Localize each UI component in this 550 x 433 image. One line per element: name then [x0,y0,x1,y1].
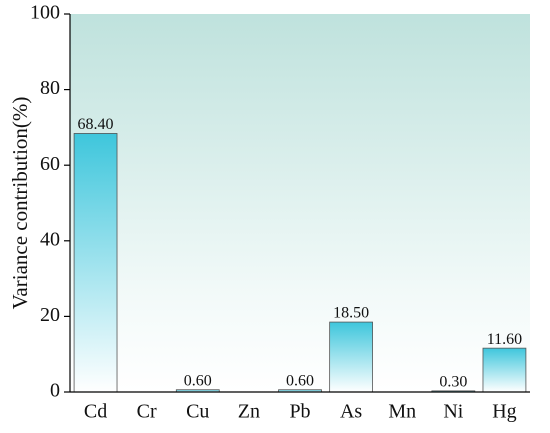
bar [73,133,118,393]
x-tick-label: Ni [443,401,463,423]
x-tick-label: Zn [238,401,260,423]
value-label: 11.60 [487,331,522,348]
y-tick-label: 100 [30,2,60,24]
y-tick-label: 20 [40,304,60,326]
value-label: 0.60 [286,372,314,389]
y-tick-label: 0 [50,380,60,402]
y-tick-label: 40 [40,228,60,250]
value-label: 68.40 [78,116,114,133]
x-tick-label: As [340,401,362,423]
value-label: 0.30 [439,374,467,391]
y-axis-title: Variance contribution(%) [8,97,32,310]
x-tick-label: Cr [137,401,157,423]
x-tick-label: Cu [186,401,209,423]
value-label: 0.60 [184,372,212,389]
x-tick-label: Cd [84,401,107,423]
x-tick-label: Mn [388,401,416,423]
y-tick-label: 60 [40,153,60,175]
plot-background [70,14,530,392]
y-tick-label: 80 [40,77,60,99]
bar [482,347,527,393]
value-label: 18.50 [333,305,369,322]
bar [329,321,373,393]
x-tick-label: Hg [492,401,516,423]
x-tick-label: Pb [289,401,310,423]
